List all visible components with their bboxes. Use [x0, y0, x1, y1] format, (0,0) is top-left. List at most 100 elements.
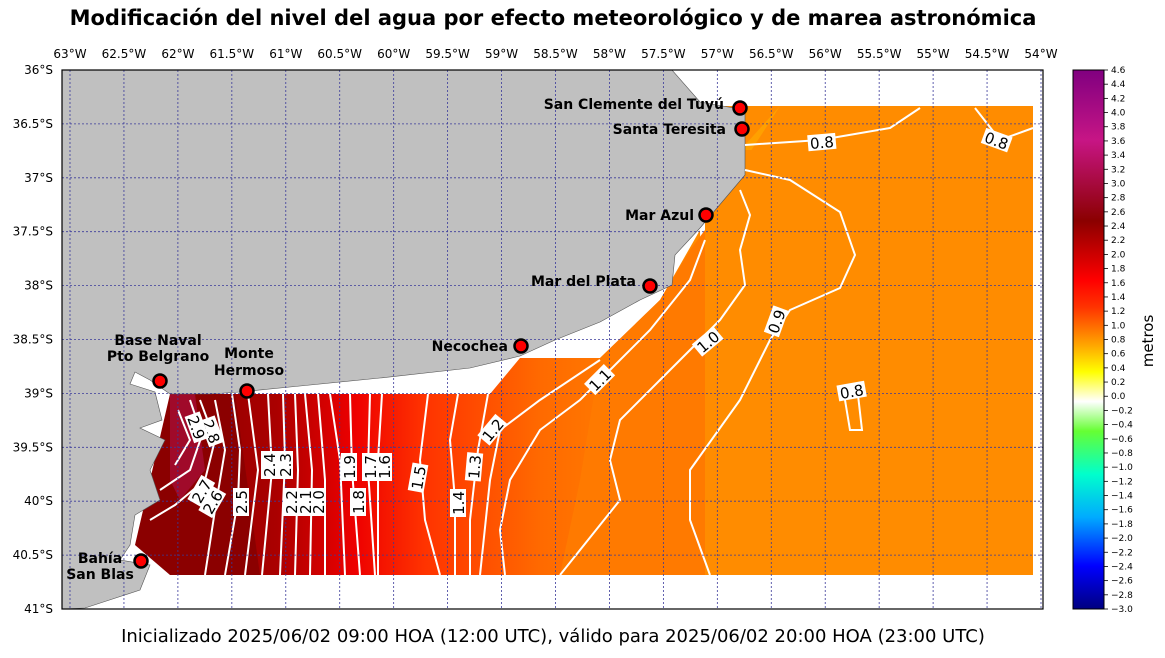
colorbar-tick-label: 2.0 [1111, 250, 1126, 260]
longitude-label: 57°W [701, 47, 734, 61]
contour-label: 2.5 [233, 490, 251, 514]
colorbar-tick-label: 3.6 [1111, 137, 1126, 147]
longitude-label: 62.5°W [102, 47, 147, 61]
latitude-label: 38.5°S [13, 333, 53, 347]
station-mar-azul: Mar Azul [625, 207, 714, 224]
longitude-label: 63°W [53, 47, 86, 61]
latitude-label: 41°S [24, 602, 53, 616]
latitude-label: 40°S [24, 494, 53, 508]
colorbar-tick-label: 4.4 [1111, 80, 1126, 90]
colorbar-tick-label: −2.0 [1111, 534, 1133, 544]
graticule [62, 70, 1043, 609]
latitude-labels: 36°S 36.5°S 37°S 37.5°S 38°S 38.5°S 39°S 39.5°S… [13, 63, 53, 616]
longitude-label: 59.5°W [425, 47, 470, 61]
longitude-label: 60.5°W [317, 47, 362, 61]
colorbar-tick-label: −1.0 [1111, 463, 1133, 473]
contour-label: 0.8 [839, 381, 866, 403]
contour-label: 2.0 [310, 490, 328, 514]
colorbar-tick-label: 4.0 [1111, 109, 1126, 119]
colorbar-tick-label: 3.4 [1111, 151, 1126, 161]
latitude-label: 39°S [24, 386, 53, 400]
station-label-line2: San Blas [66, 567, 134, 583]
colorbar-tick-label: −1.2 [1111, 477, 1133, 487]
contour-label: 1.3 [465, 454, 485, 479]
station-label: San Clemente del Tuyú [544, 97, 724, 113]
colorbar: 4.6 4.4 4.2 4.0 3.8 3.6 3.4 3.2 3.0 2.8 2.6 2.4 2.2 2… [1072, 66, 1157, 615]
colorbar-tick-label: −2.4 [1111, 562, 1133, 572]
longitude-label: 59°W [485, 47, 518, 61]
colorbar-tick-label: 2.2 [1111, 236, 1125, 246]
colorbar-tick-label: 3.0 [1111, 179, 1126, 189]
station-marker [133, 553, 149, 569]
station-label: Necochea [432, 339, 508, 355]
map-title: Modificación del nivel del agua por efec… [69, 6, 1037, 30]
colorbar-tick-label: 1.6 [1111, 279, 1126, 289]
longitude-label: 58.5°W [533, 47, 578, 61]
latitude-label: 37.5°S [13, 225, 53, 239]
colorbar-tick-label: −0.4 [1111, 421, 1133, 431]
colorbar-tick-label: −1.6 [1111, 506, 1133, 516]
colorbar-tick-label: −2.6 [1111, 577, 1133, 587]
station-label-line2: Pto Belgrano [107, 349, 210, 365]
colorbar-tick-label: 2.4 [1111, 222, 1126, 232]
station-mar-del-plata: Mar del Plata [531, 274, 658, 294]
colorbar-tick-label: −3.0 [1111, 605, 1133, 615]
latitude-label: 37°S [24, 171, 53, 185]
station-santa-teresita: Santa Teresita [613, 121, 750, 138]
colorbar-tick-label: 0.2 [1111, 378, 1125, 388]
colorbar-tick-label: 4.6 [1111, 66, 1126, 76]
station-marker [513, 338, 529, 354]
station-marker [734, 121, 750, 137]
contour-label: 0.8 [809, 133, 834, 153]
longitude-label: 58°W [593, 47, 626, 61]
colorbar-tick-label: 4.2 [1111, 94, 1125, 104]
contour-label: 1.7 [362, 455, 380, 479]
colorbar-tick-label: −1.4 [1111, 492, 1133, 502]
longitude-label: 54.5°W [965, 47, 1010, 61]
longitude-label: 54°W [1024, 47, 1057, 61]
colorbar-tick-label: 3.8 [1111, 123, 1126, 133]
colorbar-tick-label: −0.6 [1111, 435, 1133, 445]
colorbar-tick-label: −0.2 [1111, 406, 1133, 416]
contour-label: 2.4 [261, 453, 279, 477]
contour-label: 1.9 [341, 455, 359, 479]
colorbar-tick-label: 2.6 [1111, 208, 1126, 218]
station-marker [698, 207, 714, 223]
station-label: Monte [224, 346, 274, 362]
latitude-label: 38°S [24, 279, 53, 293]
stations: San Clemente del Tuyú Santa Teresita Mar… [66, 97, 750, 583]
station-necochea: Necochea [432, 338, 529, 355]
colorbar-tick-label: 0.6 [1111, 350, 1126, 360]
contour-label: 1.6 [376, 455, 394, 479]
station-marker [152, 373, 168, 389]
contour-label-group: 0.8 0.8 0.9 1.0 1.1 1.2 0.8 1.3 1.4 1.5 … [183, 127, 1013, 519]
colorbar-ticks: 4.6 4.4 4.2 4.0 3.8 3.6 3.4 3.2 3.0 2.8 2.6 2.4 2.2 2… [1104, 66, 1133, 615]
colorbar-tick-label: 0.4 [1111, 364, 1126, 374]
validity-caption: Inicializado 2025/06/02 09:00 HOA (12:00… [121, 626, 985, 647]
colorbar-tick-label: −0.8 [1111, 449, 1133, 459]
latitude-label: 36.5°S [13, 117, 53, 131]
longitude-label: 57.5°W [641, 47, 686, 61]
colorbar-tick-label: 1.0 [1111, 321, 1126, 331]
colorbar-tick-label: 1.8 [1111, 265, 1126, 275]
longitude-labels: 63°W 62.5°W 62°W 61.5°W 61°W 60.5°W 60°W 59.5°W… [53, 47, 1057, 61]
colorbar-tick-label: 3.2 [1111, 165, 1125, 175]
colorbar-label: metros [1139, 315, 1157, 368]
station-marker [732, 100, 748, 116]
station-label: Bahía [78, 551, 122, 567]
map-frame [61, 69, 1044, 610]
latitude-label: 36°S [24, 63, 53, 77]
colorbar-scale [1072, 69, 1105, 610]
longitude-label: 56°W [809, 47, 842, 61]
station-label: Base Naval [114, 333, 201, 349]
station-label: Mar del Plata [531, 274, 636, 290]
contour-label: 2.2 [283, 490, 301, 514]
colorbar-tick-label: 2.8 [1111, 194, 1126, 204]
station-label: Santa Teresita [613, 122, 726, 138]
longitude-label: 61°W [269, 47, 302, 61]
longitude-label: 60°W [377, 47, 410, 61]
contour-label: 1.4 [450, 491, 468, 515]
contour-label: 2.3 [277, 453, 295, 477]
colorbar-tick-label: 0.8 [1111, 336, 1126, 346]
